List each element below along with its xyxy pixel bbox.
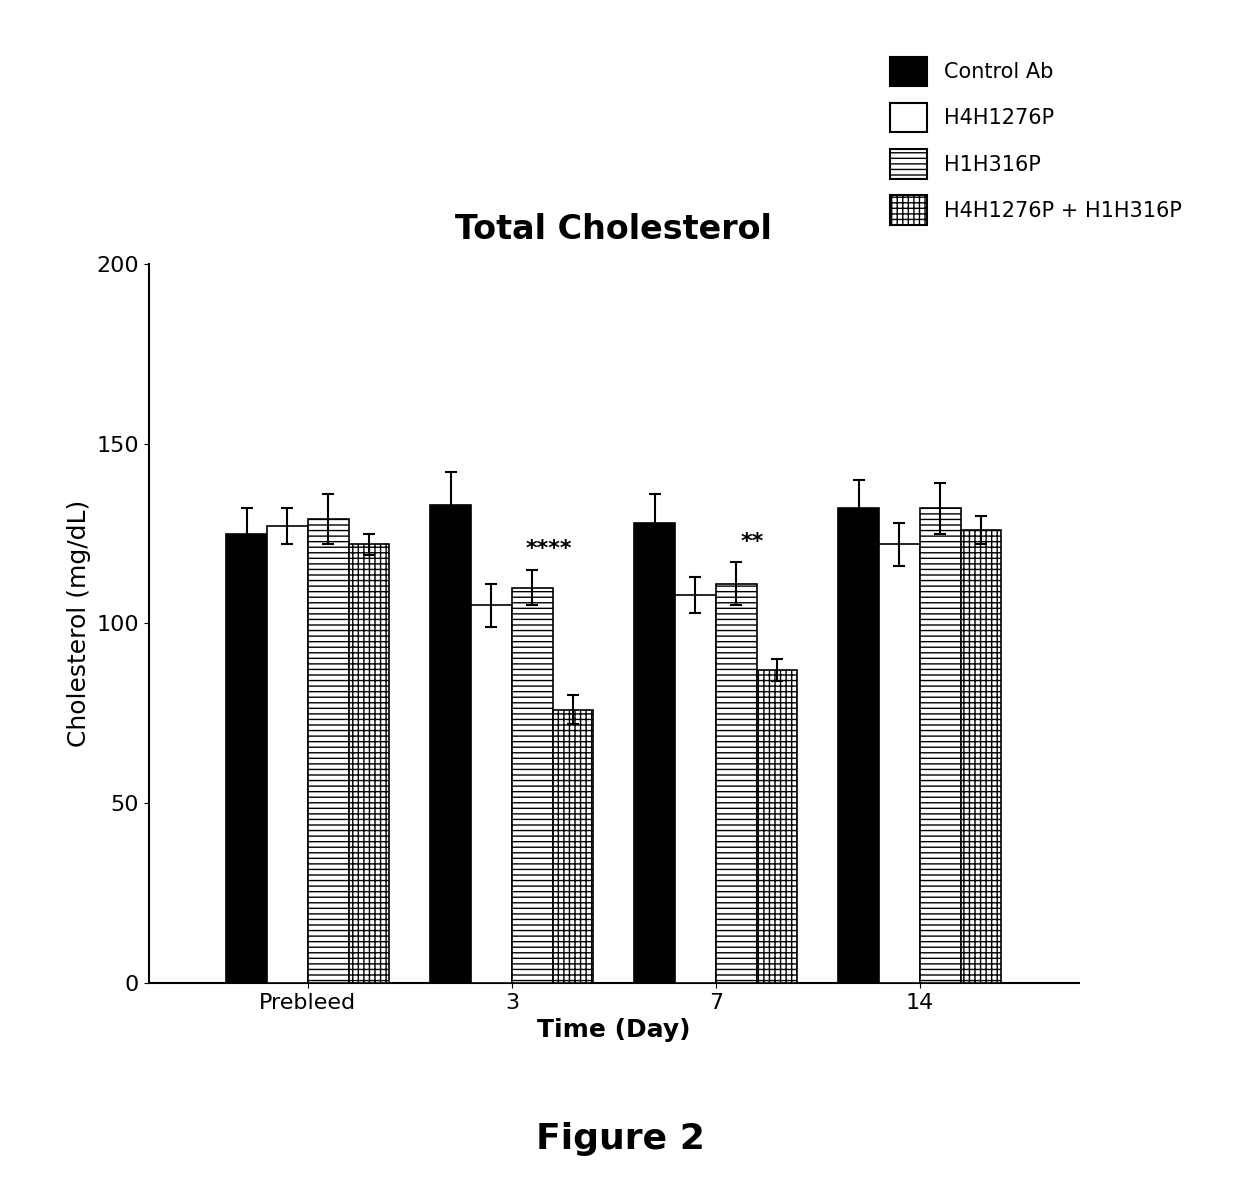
Title: Total Cholesterol: Total Cholesterol bbox=[455, 212, 773, 246]
Bar bbox=[471, 605, 512, 983]
Text: Figure 2: Figure 2 bbox=[536, 1122, 704, 1156]
Y-axis label: Cholesterol (mg/dL): Cholesterol (mg/dL) bbox=[67, 500, 91, 747]
Bar bbox=[634, 523, 675, 983]
Text: ****: **** bbox=[526, 538, 572, 559]
Bar bbox=[430, 505, 471, 983]
Bar bbox=[961, 530, 1001, 983]
Bar bbox=[553, 710, 594, 983]
X-axis label: Time (Day): Time (Day) bbox=[537, 1018, 691, 1042]
Bar bbox=[308, 519, 348, 983]
Bar bbox=[756, 670, 797, 983]
Text: **: ** bbox=[740, 531, 764, 552]
Legend: Control Ab, H4H1276P, H1H316P, H4H1276P + H1H316P: Control Ab, H4H1276P, H1H316P, H4H1276P … bbox=[879, 47, 1193, 235]
Bar bbox=[348, 544, 389, 983]
Bar bbox=[512, 588, 553, 983]
Bar bbox=[879, 544, 920, 983]
Bar bbox=[920, 508, 961, 983]
Bar bbox=[838, 508, 879, 983]
Bar bbox=[675, 595, 715, 983]
Bar bbox=[715, 584, 756, 983]
Bar bbox=[267, 526, 308, 983]
Bar bbox=[226, 534, 267, 983]
